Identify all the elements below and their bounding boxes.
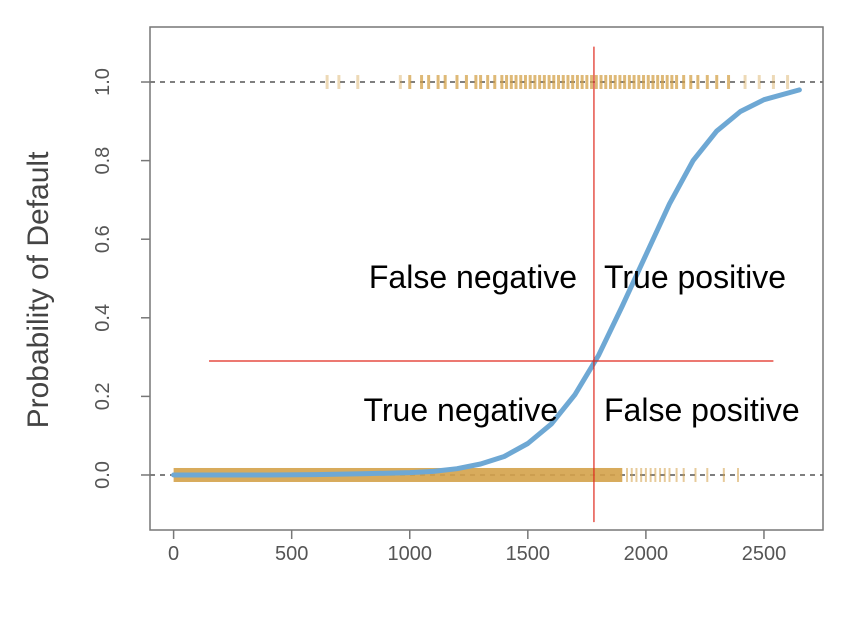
logistic-curve [171, 87, 802, 478]
y-tick-label: 0.6 [92, 225, 114, 253]
annotation-false-positive: False positive [604, 392, 800, 428]
x-tick-label: 2500 [742, 543, 787, 565]
logistic-curve-layer [171, 87, 802, 478]
y-tick-label: 0.0 [92, 461, 114, 489]
x-tick-label: 1500 [506, 543, 551, 565]
y-axis: 0.0 0.2 0.4 0.6 0.8 1.0 [92, 68, 150, 489]
x-axis: 0 500 1000 1500 2000 2500 [168, 530, 786, 565]
annotation-false-negative: False negative [369, 259, 577, 295]
y-tick-label: 0.2 [92, 382, 114, 410]
x-tick-label: 0 [168, 543, 179, 565]
y-tick-label: 1.0 [92, 68, 114, 96]
annotation-true-negative: True negative [364, 392, 558, 428]
x-tick-label: 2000 [624, 543, 669, 565]
x-tick-label: 500 [275, 543, 308, 565]
threshold-lines [209, 46, 774, 523]
annotation-true-positive: True positive [604, 259, 786, 295]
points-default-yes [325, 75, 790, 90]
y-tick-label: 0.8 [92, 147, 114, 175]
y-axis-title: Probability of Default [22, 151, 55, 428]
y-tick-label: 0.4 [92, 304, 114, 332]
x-tick-label: 1000 [388, 543, 433, 565]
plot-frame [149, 26, 824, 531]
